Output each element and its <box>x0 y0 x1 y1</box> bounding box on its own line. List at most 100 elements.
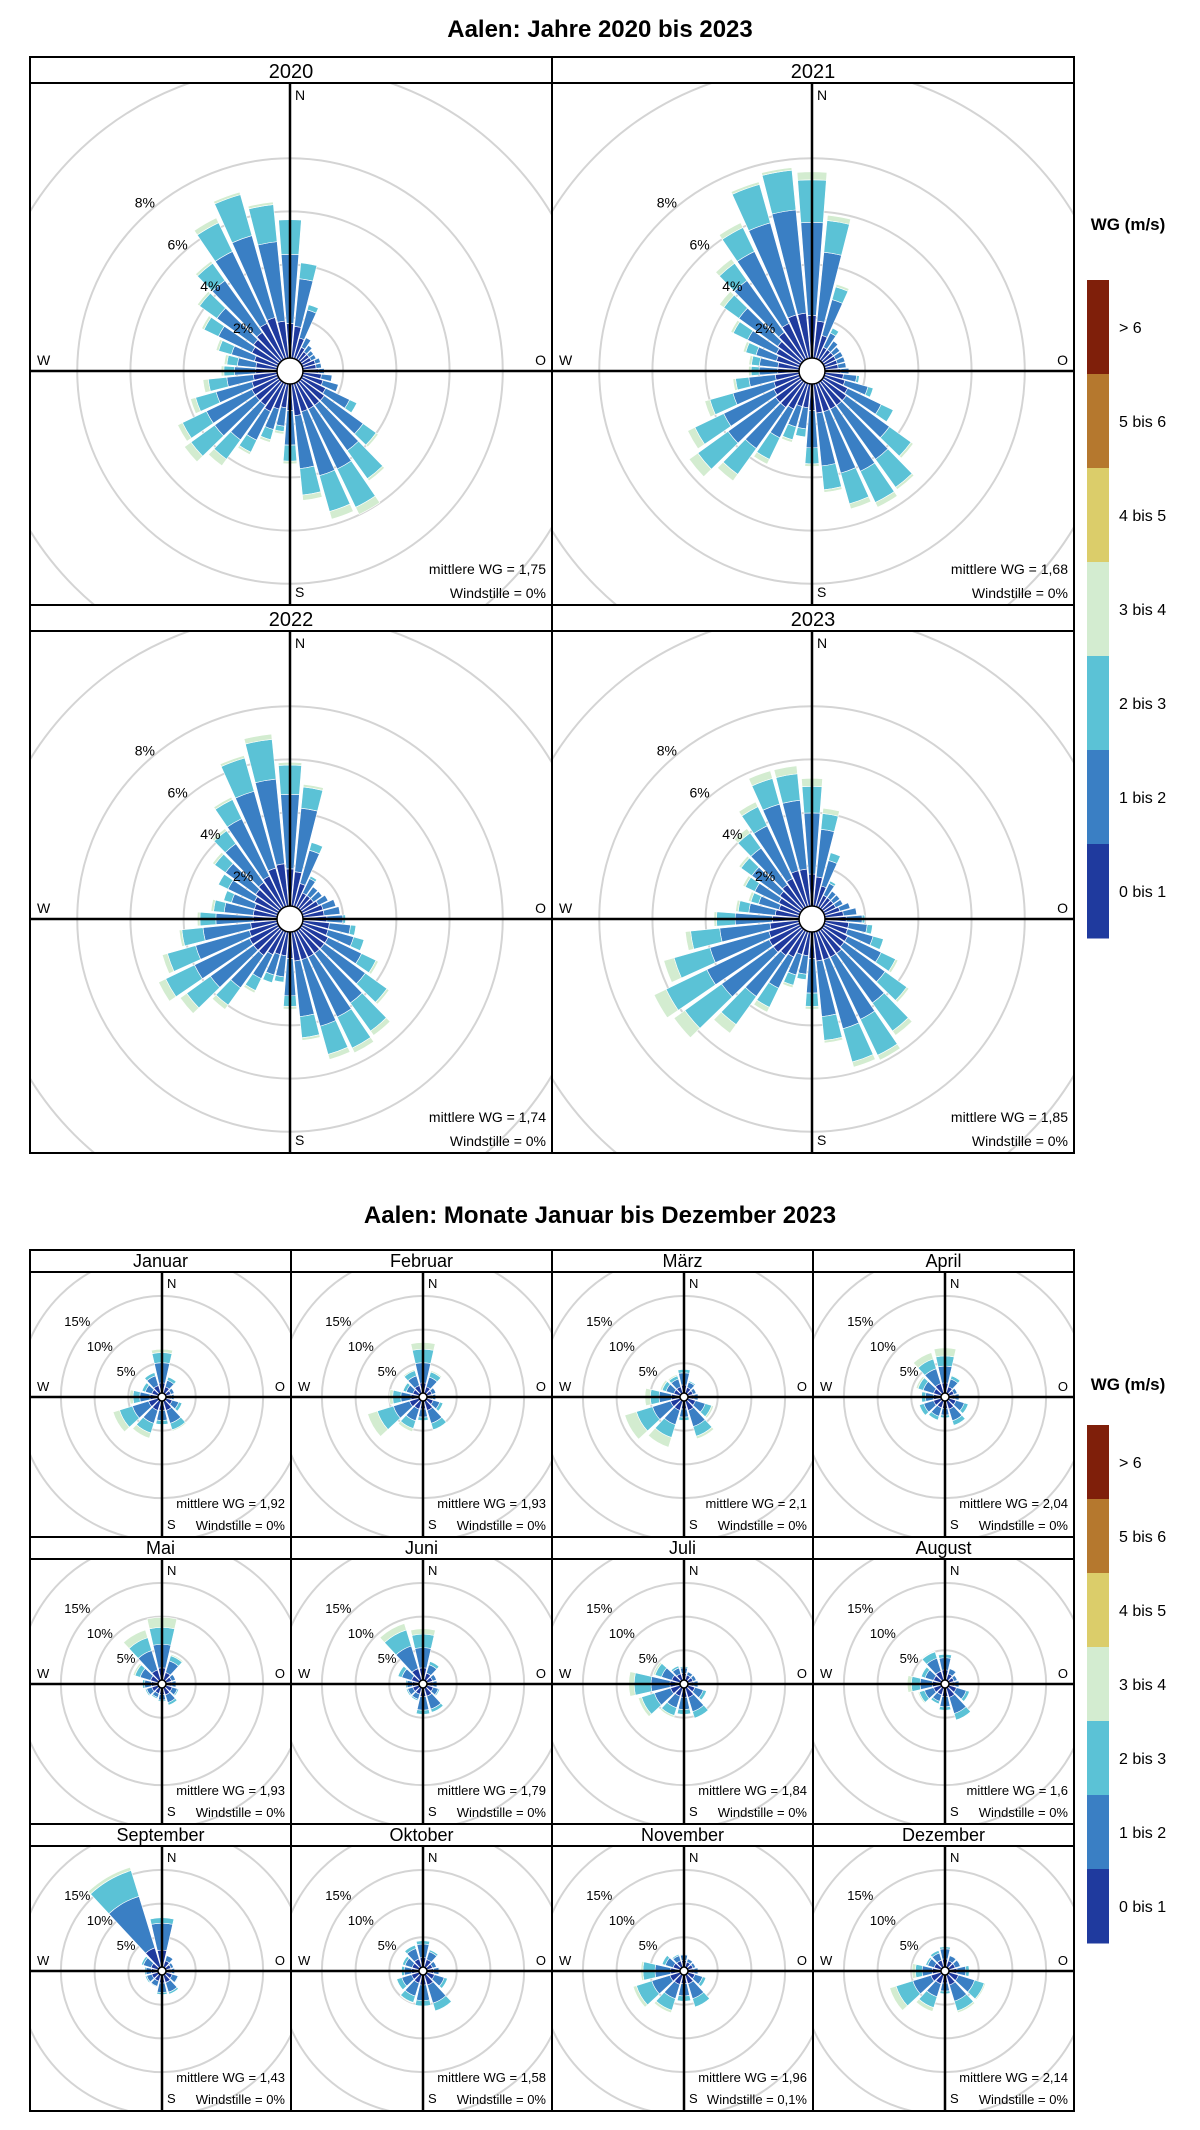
calm-label: Windstille = 0% <box>718 1518 808 1533</box>
legend-swatch-6 <box>1087 1499 1109 1574</box>
wind-bar-110-bin-2 <box>320 379 339 393</box>
legend-swatch-7 <box>1087 280 1109 375</box>
mean-speed-label: mittlere WG = 2,14 <box>959 2070 1068 2085</box>
wind-bar-340-bin-4 <box>219 755 246 767</box>
wind-bar-320-bin-4 <box>733 828 751 844</box>
wind-bar-30-bin-4 <box>430 1370 443 1379</box>
wind-bar-160-bin-4 <box>327 1046 351 1060</box>
wind-bar-300-bin-4 <box>742 875 752 888</box>
legend-label: 2 bis 3 <box>1119 1751 1166 1768</box>
panel-title: Januar <box>133 1251 188 1271</box>
center-hole <box>418 1392 428 1402</box>
wind-bar-300-bin-4 <box>396 1665 405 1677</box>
wind-bar-60-bin-2 <box>315 894 329 906</box>
calm-label: Windstille = 0% <box>979 2092 1069 2107</box>
calm-label: Windstille = 0% <box>718 1805 808 1820</box>
direction-east: O <box>1057 900 1068 916</box>
mean-speed-label: mittlere WG = 1,74 <box>429 1109 546 1125</box>
wind-bar-350-bin-4 <box>247 201 274 210</box>
wind-bar-190-bin-4 <box>273 429 285 435</box>
ring-label: 4% <box>722 278 742 294</box>
wind-bar-260-bin-4 <box>178 929 185 947</box>
wind-bar-10-bin-3 <box>300 786 324 812</box>
wind-bar-120-bin-3 <box>875 403 894 423</box>
wind-bar-240-bin-4 <box>112 1409 130 1433</box>
mean-speed-label: mittlere WG = 1,58 <box>437 2070 546 2085</box>
direction-east: O <box>275 1379 285 1394</box>
wind-bar-150-bin-4 <box>171 1421 187 1432</box>
center-hole <box>940 1392 950 1402</box>
wind-bar-220-bin-4 <box>208 448 227 467</box>
wind-bar-310-bin-4 <box>738 855 750 869</box>
ring-label: 5% <box>900 1938 919 1953</box>
ring-label: 8% <box>135 194 155 210</box>
ring-label: 15% <box>325 1601 351 1616</box>
wind-bar-120-bin-3 <box>434 1688 441 1697</box>
wind-bar-30-bin-2 <box>686 1958 694 1965</box>
wind-bar-120-bin-3 <box>173 1688 180 1697</box>
ring-label: 15% <box>586 1314 612 1329</box>
panel-strip <box>551 604 1075 632</box>
wind-bar-10-bin-3 <box>823 220 850 256</box>
wind-bar-350-bin-4 <box>761 167 793 176</box>
direction-north: N <box>428 1563 437 1578</box>
legend-label: 5 bis 6 <box>1119 414 1166 431</box>
wind-bar-120-bin-4 <box>704 1405 714 1419</box>
direction-west: W <box>559 352 573 368</box>
calm-label: Windstille = 0% <box>979 1518 1069 1533</box>
legend-swatch-6 <box>1087 374 1109 469</box>
wind-bar-240-bin-4 <box>918 1404 926 1417</box>
legend-swatch-2 <box>1087 750 1109 845</box>
wind-bar-120-bin-3 <box>698 1689 707 1701</box>
direction-south: S <box>428 1517 437 1532</box>
center-hole <box>418 1966 428 1976</box>
ring-label: 5% <box>117 1938 136 1953</box>
wind-bar-330-bin-3 <box>404 1944 417 1955</box>
wind-bar-120-bin-3 <box>960 1690 970 1702</box>
ring-label: 4% <box>200 826 220 842</box>
wind-bar-330-bin-4 <box>213 796 233 810</box>
direction-east: O <box>1058 1379 1068 1394</box>
legend-label: 1 bis 2 <box>1119 790 1166 807</box>
wind-bar-150-bin-4 <box>695 1426 715 1440</box>
panel-title: März <box>663 1251 703 1271</box>
ring-label: 5% <box>900 1651 919 1666</box>
wind-bar-240-bin-4 <box>917 1691 926 1704</box>
wind-bar-30-bin-2 <box>164 1955 174 1964</box>
direction-east: O <box>536 1953 546 1968</box>
calm-label: Windstille = 0% <box>196 2092 286 2107</box>
wind-bar-60-bin-2 <box>951 1674 958 1682</box>
wind-bar-70-bin-2 <box>835 356 846 365</box>
calm-label: Windstille = 0% <box>972 1133 1068 1149</box>
panel-title: Oktober <box>389 1825 453 1845</box>
wind-bar-120-bin-4 <box>888 958 899 974</box>
direction-south: S <box>295 584 304 600</box>
wind-bar-300-bin-3 <box>402 1955 410 1966</box>
direction-west: W <box>37 900 51 916</box>
wind-bar-30-bin-4 <box>951 1374 961 1382</box>
mean-speed-label: mittlere WG = 1,79 <box>437 1783 546 1798</box>
mean-speed-label: mittlere WG = 1,85 <box>951 1109 1068 1125</box>
direction-north: N <box>689 1850 698 1865</box>
wind-bar-210-bin-4 <box>927 1414 939 1422</box>
wind-bar-150-bin-4 <box>351 1036 375 1054</box>
monthly-legend: WG (m/s) > 6 5 bis 6 4 bis 5 3 bis 4 2 bis 3 1… <box>1087 1375 1166 1944</box>
wind-bar-150-bin-3 <box>432 1995 452 2012</box>
ring-label: 5% <box>900 1364 919 1379</box>
wind-bar-330-bin-4 <box>921 1650 936 1660</box>
center-hole <box>157 1392 167 1402</box>
ring-label: 15% <box>586 1601 612 1616</box>
ring-label: 5% <box>639 1651 658 1666</box>
wind-bar-240-bin-4 <box>177 422 192 442</box>
wind-bar-250-bin-4 <box>190 397 201 414</box>
wind-bar-130-bin-4 <box>895 986 910 1003</box>
wind-bar-140-bin-4 <box>892 1017 913 1036</box>
wind-bar-210-bin-4 <box>915 1998 935 2012</box>
calm-label: Windstille = 0% <box>457 1805 547 1820</box>
